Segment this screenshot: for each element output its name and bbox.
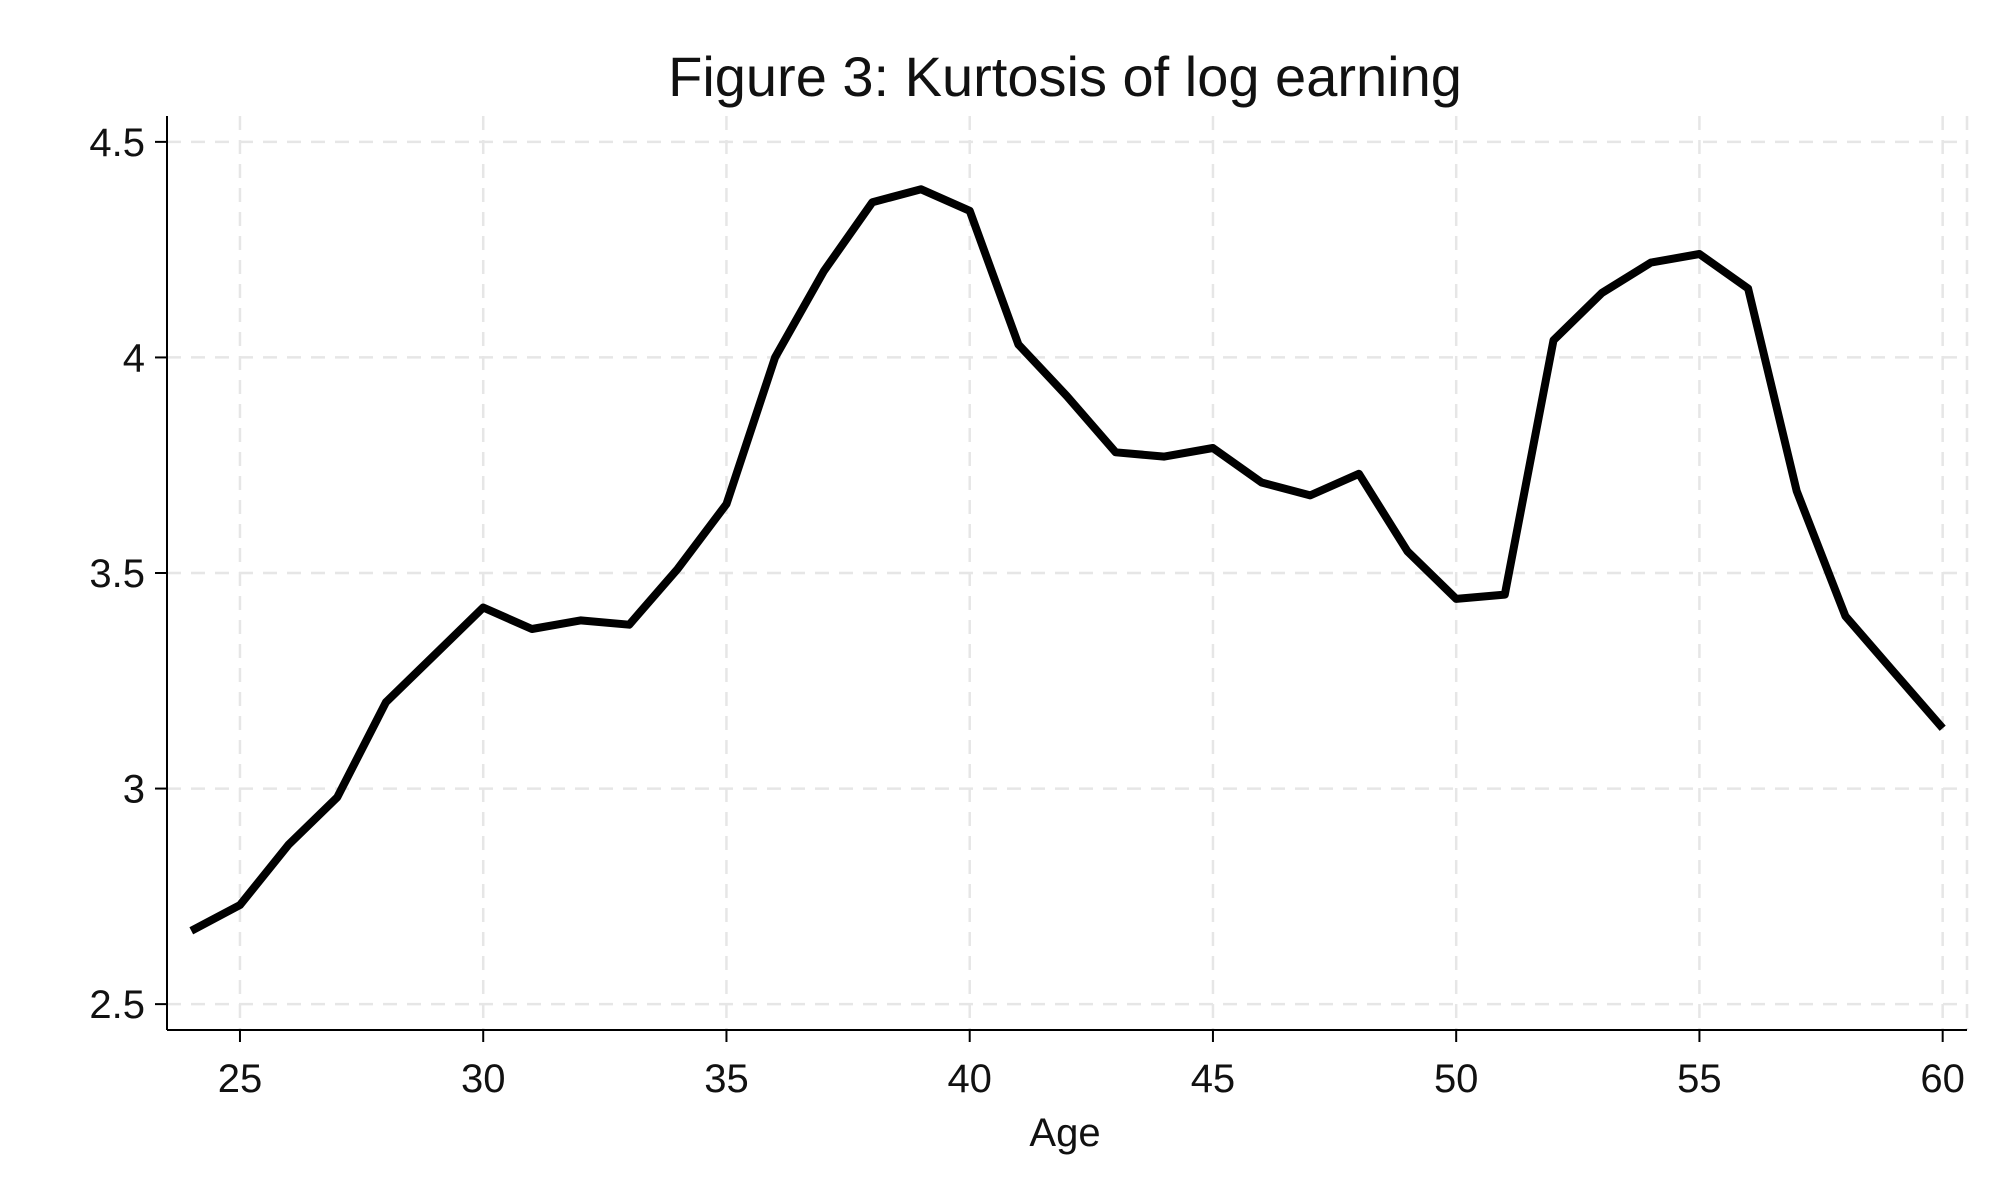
data-point [1358,473,1359,474]
data-point [677,568,678,569]
data-point [775,357,776,358]
data-point [1310,495,1311,496]
chart-title: Figure 3: Kurtosis of log earning [668,45,1462,108]
data-point [1699,253,1700,254]
data-point [823,271,824,272]
x-axis-label: Age [1029,1111,1100,1155]
x-tick-label: 55 [1677,1057,1722,1101]
series-line [189,185,1946,935]
x-tick-label: 50 [1434,1057,1479,1101]
y-tick-label: 4.5 [89,121,145,165]
data-point [385,702,386,703]
tick-labels: 2.5 3 3.5 4 4.5 25 30 35 40 45 50 55 60 [89,121,1965,1101]
data-point [1212,447,1213,448]
data-point [969,210,970,211]
data-point [1067,396,1068,397]
data-point [1261,482,1262,483]
grid-lines [167,116,1969,1030]
data-point [337,797,338,798]
data-point [1456,598,1457,599]
data-point [1894,672,1895,673]
data-point [1602,292,1603,293]
x-tick-label: 40 [947,1057,992,1101]
data-point [1650,262,1651,263]
data-point [191,930,192,931]
data-point [580,620,581,621]
data-point [1407,551,1408,552]
data-point [434,654,435,655]
data-point [629,624,630,625]
data-point [531,629,532,630]
data-point [1164,456,1165,457]
x-tick-label: 35 [704,1057,749,1101]
y-tick-label: 3.5 [89,552,145,596]
data-point [1845,616,1846,617]
x-tick-label: 25 [218,1057,263,1101]
x-tick-label: 30 [461,1057,506,1101]
data-point [872,202,873,203]
data-point [239,904,240,905]
data-point [726,504,727,505]
x-tick-label: 60 [1920,1057,1965,1101]
data-point [1748,288,1749,289]
x-tick-label: 45 [1191,1057,1236,1101]
data-point [1942,728,1943,729]
data-point [1115,452,1116,453]
data-point [1504,594,1505,595]
data-point [921,189,922,190]
data-point [483,607,484,608]
data-point [1796,491,1797,492]
axes [155,116,1967,1042]
data-point [1553,340,1554,341]
data-point [1018,344,1019,345]
data-point [288,844,289,845]
series-layer [189,185,1946,935]
y-tick-label: 2.5 [89,983,145,1027]
y-tick-label: 3 [123,768,145,812]
y-tick-label: 4 [123,336,145,380]
